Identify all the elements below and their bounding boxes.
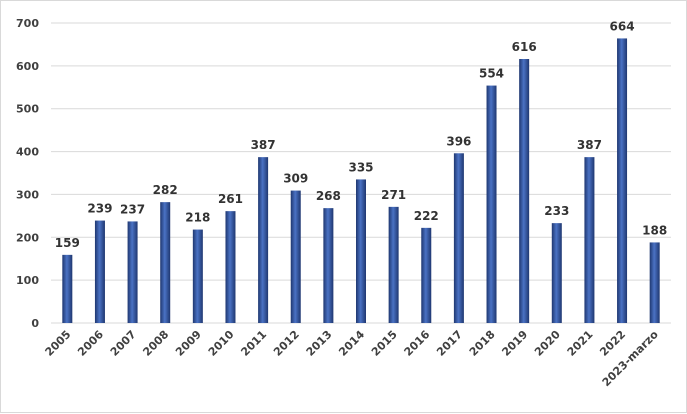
y-tick-label: 300 [16,188,39,201]
bars [62,38,660,324]
data-label-2007: 237 [120,202,145,216]
data-label-2016: 222 [414,209,439,223]
bar-2018 [486,85,497,323]
bar-2011 [258,157,269,323]
y-tick-label: 100 [16,274,39,287]
y-tick-label: 200 [16,231,39,244]
data-label-2018: 554 [479,67,504,81]
x-tick-label-2006: 2006 [75,328,106,359]
bar-2013 [323,208,334,323]
bar-2023-marzo [649,242,660,323]
data-label-2019: 616 [512,40,537,54]
bar-2009 [192,229,203,323]
bar-2012 [290,190,301,323]
y-tick-label: 400 [16,146,39,159]
data-label-2017: 396 [446,134,471,148]
x-tick-label-2020: 2020 [532,328,563,359]
bar-2008 [160,202,171,323]
bar-2016 [421,227,432,323]
data-label-2009: 218 [185,211,210,225]
data-label-2008: 282 [153,183,178,197]
bar-2020 [551,223,562,323]
x-axis-ticks: 2005 2006 2007 2008 2009 2010 2011 2012 2013 2014… [43,328,662,389]
bar-2005 [62,254,73,323]
x-tick-label-2007: 2007 [108,328,139,359]
data-labels: 159 239 237 282 218 261 387 309 268 335 271 222 396 5… [55,19,667,249]
data-label-2023-marzo: 188 [642,223,667,237]
x-tick-label-2018: 2018 [467,328,498,359]
x-tick-label-2021: 2021 [565,328,596,359]
x-tick-label-2005: 2005 [43,328,74,359]
bar-2017 [453,153,464,323]
bar-2015 [388,206,399,323]
y-axis-ticks: 0 100 200 300 400 500 600 700 [16,17,39,330]
data-label-2005: 159 [55,236,80,250]
x-tick-label-2015: 2015 [369,328,400,359]
x-tick-label-2008: 2008 [140,328,171,359]
data-label-2012: 309 [283,172,308,186]
y-tick-label: 600 [16,60,39,73]
x-tick-label-2010: 2010 [206,328,237,359]
bar-2022 [617,38,628,324]
x-tick-label-2019: 2019 [499,328,530,359]
bar-2006 [94,220,105,323]
data-label-2011: 387 [251,138,276,152]
y-tick-label: 700 [16,17,39,30]
data-label-2021: 387 [577,138,602,152]
x-tick-label-2011: 2011 [238,328,269,359]
x-tick-label-2014: 2014 [336,328,367,359]
data-label-2014: 335 [348,160,373,174]
x-tick-label-2013: 2013 [304,328,335,359]
y-tick-label: 0 [31,317,39,330]
data-label-2022: 664 [610,19,635,33]
x-tick-label-2009: 2009 [173,328,204,359]
data-label-2006: 239 [87,202,112,216]
data-label-2010: 261 [218,192,243,206]
x-tick-label-2022: 2022 [597,328,628,359]
bar-2010 [225,211,236,323]
y-tick-label: 500 [16,103,39,116]
bar-2021 [584,157,595,323]
bar-2019 [519,59,530,323]
data-label-2015: 271 [381,188,406,202]
data-label-2013: 268 [316,189,341,203]
x-tick-label-2017: 2017 [434,328,465,359]
data-label-2020: 233 [544,204,569,218]
x-tick-label-2016: 2016 [402,328,433,359]
bar-2007 [127,221,138,323]
x-tick-label-2012: 2012 [271,328,302,359]
bar-2014 [356,179,366,323]
